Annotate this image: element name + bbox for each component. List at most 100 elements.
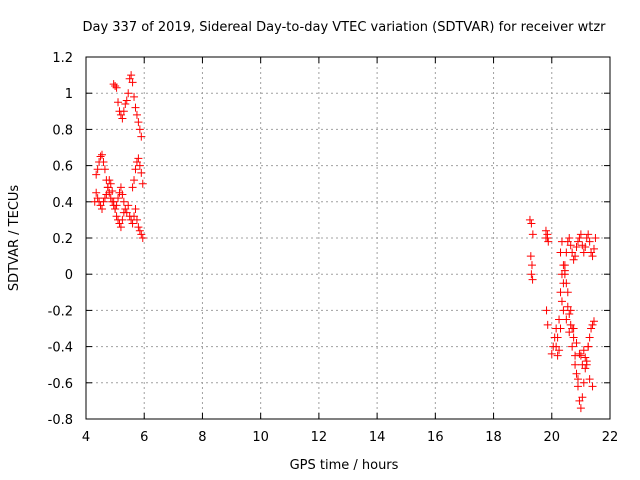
data-point: [99, 197, 108, 206]
data-point: [135, 161, 144, 170]
data-point: [102, 190, 111, 199]
data-point: [585, 375, 594, 384]
grid-lines: [86, 57, 610, 419]
data-point: [543, 234, 552, 242]
data-point: [573, 375, 582, 384]
data-point: [527, 219, 536, 228]
y-tick-label: 0.8: [52, 123, 73, 138]
data-point: [131, 103, 140, 112]
x-tick-label: 16: [427, 430, 444, 445]
chart-title: Day 337 of 2019, Sidereal Day-to-day VTE…: [82, 20, 606, 35]
data-point: [571, 360, 580, 369]
data-point: [122, 96, 131, 105]
x-axis-label: GPS time / hours: [290, 458, 399, 473]
data-point: [579, 378, 588, 387]
x-axis-ticks: 4 6 8 10 12 14 16 18 20 22: [82, 57, 618, 445]
data-point: [568, 342, 577, 351]
data-point: [550, 333, 559, 342]
data-point: [566, 241, 575, 250]
data-point: [527, 261, 536, 270]
data-point: [527, 270, 536, 279]
data-point: [587, 324, 596, 333]
data-point: [93, 194, 102, 203]
data-point: [525, 215, 534, 224]
data-point: [556, 248, 565, 257]
data-point: [132, 110, 141, 119]
data-point: [589, 244, 598, 253]
data-point: [124, 201, 133, 210]
data-point: [131, 205, 140, 214]
data-point: [111, 205, 120, 214]
data-point: [116, 183, 125, 192]
data-point: [92, 188, 101, 197]
data-point: [119, 208, 128, 217]
data-point: [569, 333, 578, 342]
data-point: [565, 234, 574, 242]
data-point: [528, 275, 537, 284]
y-tick-label: 0.2: [52, 232, 73, 247]
data-point: [571, 252, 580, 261]
data-point: [100, 194, 109, 203]
data-point: [572, 338, 581, 347]
data-point: [114, 194, 123, 203]
data-point: [562, 315, 571, 324]
data-point: [555, 315, 564, 324]
data-point: [576, 404, 585, 413]
data-point: [528, 230, 537, 239]
data-point: [559, 306, 568, 315]
data-point: [106, 179, 115, 188]
data-point: [556, 288, 565, 297]
data-point: [542, 306, 551, 315]
data-point: [128, 183, 137, 192]
data-point: [118, 190, 127, 199]
data-point: [114, 98, 123, 107]
data-point: [589, 317, 598, 326]
x-tick-label: 20: [544, 430, 561, 445]
data-point: [572, 243, 581, 252]
data-point: [100, 165, 109, 174]
data-point: [576, 351, 585, 360]
data-point: [560, 270, 569, 279]
data-point: [119, 107, 128, 116]
data-point: [111, 81, 120, 90]
data-point: [585, 237, 594, 246]
data-point: [559, 261, 568, 270]
y-tick-label: 1: [65, 87, 73, 102]
data-point: [579, 248, 588, 257]
data-point: [575, 349, 584, 358]
y-tick-label: 0.4: [52, 196, 73, 211]
data-point: [565, 328, 574, 337]
data-point: [98, 205, 107, 214]
data-point: [557, 297, 566, 306]
y-tick-label: -0.2: [48, 304, 73, 319]
x-tick-label: 18: [485, 430, 502, 445]
plot-frame: [85, 56, 611, 420]
data-point: [131, 165, 140, 174]
data-point: [93, 165, 102, 174]
data-point: [584, 230, 593, 239]
data-point: [588, 320, 597, 329]
data-point: [124, 89, 133, 98]
x-tick-label: 22: [602, 430, 619, 445]
data-point: [581, 243, 590, 252]
data-point: [541, 226, 550, 235]
data-point: [543, 320, 552, 329]
data-point: [576, 230, 585, 239]
data-point: [134, 223, 143, 232]
data-point: [128, 219, 137, 228]
x-tick-label: 4: [82, 430, 90, 445]
y-tick-label: 0: [65, 268, 73, 283]
data-point: [138, 179, 147, 188]
x-tick-label: 6: [140, 430, 148, 445]
y-tick-label: -0.6: [48, 377, 73, 392]
data-point: [573, 382, 582, 391]
data-point: [591, 234, 600, 242]
x-tick-label: 8: [198, 430, 206, 445]
data-point: [573, 237, 582, 246]
data-point: [563, 288, 572, 297]
data-point: [552, 324, 561, 333]
data-point: [526, 252, 535, 261]
data-point: [562, 279, 571, 288]
data-point: [569, 255, 578, 264]
data-point: [112, 212, 121, 221]
